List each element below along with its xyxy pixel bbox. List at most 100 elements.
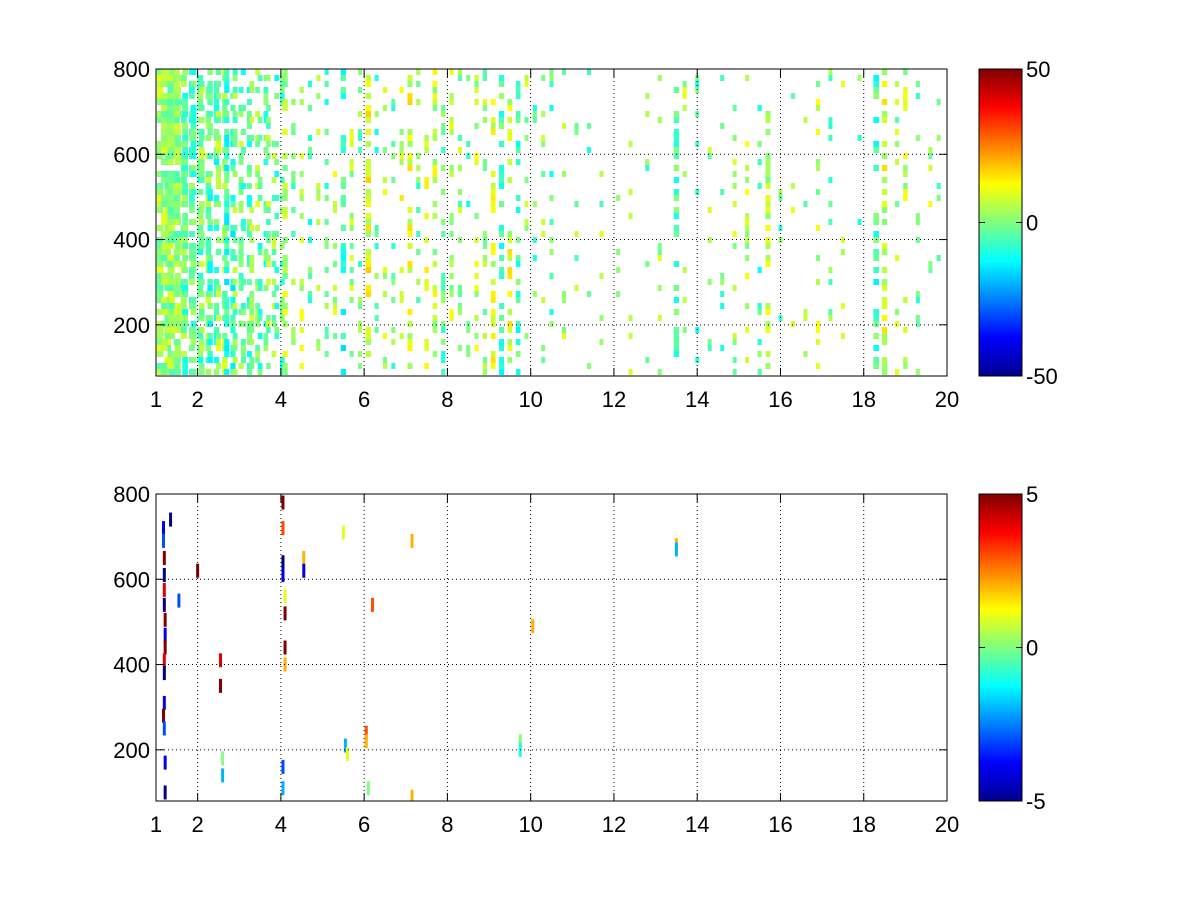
heatmap-cell bbox=[255, 171, 260, 177]
heatmap-cell bbox=[189, 345, 195, 351]
heatmap-cell bbox=[274, 75, 280, 81]
heatmap-cell bbox=[365, 75, 372, 81]
heatmap-cell bbox=[599, 315, 604, 321]
heatmap-cell bbox=[549, 69, 554, 75]
heatmap-cell bbox=[238, 189, 244, 195]
heatmap-cell bbox=[257, 243, 263, 249]
heatmap-cell bbox=[474, 75, 479, 81]
heatmap-cell bbox=[524, 225, 529, 231]
heatmap-cell bbox=[207, 357, 213, 363]
heatmap-cell bbox=[673, 285, 680, 291]
heatmap-cell bbox=[240, 105, 246, 111]
heatmap-cell bbox=[357, 69, 362, 75]
heatmap-cell bbox=[873, 213, 880, 219]
heatmap-cell bbox=[255, 351, 260, 357]
heatmap-cell bbox=[507, 255, 513, 261]
heatmap-cell bbox=[167, 309, 174, 315]
heatmap-cell bbox=[532, 255, 537, 261]
heatmap-cell bbox=[745, 327, 750, 333]
heatmap-cell bbox=[161, 75, 168, 81]
heatmap-cell bbox=[173, 111, 180, 117]
heatmap-cell bbox=[280, 303, 285, 309]
heatmap-cell bbox=[549, 195, 554, 201]
heatmap-cell bbox=[365, 291, 372, 297]
heatmap-cell bbox=[507, 249, 513, 255]
heatmap-cell bbox=[316, 75, 321, 81]
heatmap-cell bbox=[167, 291, 174, 297]
heatmap-cell bbox=[333, 303, 338, 309]
heatmap-cell bbox=[407, 321, 413, 327]
heatmap-cell bbox=[881, 141, 888, 147]
heatmap-cell bbox=[249, 363, 255, 369]
heatmap-cell bbox=[474, 99, 479, 105]
heatmap-cell bbox=[894, 129, 900, 135]
heatmap-cell bbox=[168, 135, 175, 141]
heatmap-cell bbox=[167, 87, 174, 93]
heatmap-cell bbox=[441, 189, 446, 195]
heatmap-point bbox=[410, 789, 414, 801]
heatmap-cell bbox=[374, 273, 379, 279]
heatmap-cell bbox=[291, 99, 296, 105]
heatmap-cell bbox=[173, 363, 180, 369]
heatmap-cell bbox=[599, 339, 604, 345]
heatmap-cell bbox=[255, 165, 260, 171]
heatmap-cell bbox=[441, 369, 446, 375]
heatmap-cell bbox=[190, 105, 197, 111]
heatmap-cell bbox=[167, 237, 174, 243]
heatmap-cell bbox=[673, 225, 680, 231]
heatmap-cell bbox=[282, 69, 288, 75]
heatmap-cell bbox=[299, 285, 304, 291]
heatmap-cell bbox=[757, 105, 762, 111]
heatmap-cell bbox=[324, 333, 329, 339]
heatmap-cell bbox=[424, 135, 429, 141]
heatmap-cell bbox=[399, 141, 404, 147]
heatmap-cell bbox=[164, 249, 172, 255]
heatmap-cell bbox=[645, 165, 650, 171]
heatmap-cell bbox=[161, 195, 168, 201]
heatmap-cell bbox=[161, 339, 168, 345]
heatmap-cell bbox=[282, 321, 288, 327]
heatmap-cell bbox=[307, 105, 313, 111]
heatmap-cell bbox=[416, 153, 421, 159]
heatmap-cell bbox=[190, 165, 197, 171]
heatmap-cell bbox=[407, 333, 413, 339]
heatmap-cell bbox=[249, 207, 255, 213]
heatmap-cell bbox=[828, 123, 833, 129]
heatmap-cell bbox=[280, 243, 285, 249]
heatmap-cell bbox=[757, 159, 762, 165]
heatmap-cell bbox=[441, 279, 446, 285]
x-tick-label: 8 bbox=[441, 812, 453, 837]
y-tick-label: 400 bbox=[113, 228, 150, 253]
heatmap-cell bbox=[224, 111, 230, 117]
heatmap-cell bbox=[707, 153, 712, 159]
heatmap-cell bbox=[161, 249, 168, 255]
heatmap-cell bbox=[230, 195, 236, 201]
heatmap-cell bbox=[349, 225, 354, 231]
heatmap-cell bbox=[232, 309, 238, 315]
heatmap-point bbox=[281, 568, 285, 583]
heatmap-cell bbox=[828, 267, 833, 273]
heatmap-cell bbox=[189, 273, 195, 279]
heatmap-cell bbox=[416, 279, 421, 285]
heatmap-cell bbox=[532, 105, 537, 111]
heatmap-cell bbox=[240, 225, 246, 231]
heatmap-cell bbox=[280, 363, 285, 369]
heatmap-cell bbox=[282, 81, 288, 87]
heatmap-cell bbox=[156, 267, 164, 273]
heatmap-cell bbox=[232, 255, 238, 261]
heatmap-cell bbox=[441, 123, 446, 129]
x-tick-label: 10 bbox=[518, 812, 542, 837]
heatmap-cell bbox=[263, 339, 269, 345]
heatmap-cell bbox=[765, 309, 771, 315]
heatmap-cell bbox=[156, 87, 164, 93]
heatmap-cell bbox=[161, 159, 168, 165]
heatmap-cell bbox=[266, 201, 271, 207]
heatmap-cell bbox=[407, 129, 413, 135]
heatmap-cell bbox=[156, 183, 164, 189]
heatmap-cell bbox=[515, 207, 521, 213]
heatmap-cell bbox=[263, 135, 269, 141]
heatmap-cell bbox=[416, 69, 421, 75]
heatmap-cell bbox=[365, 267, 372, 273]
heatmap-cell bbox=[156, 255, 164, 261]
heatmap-cell bbox=[205, 135, 212, 141]
